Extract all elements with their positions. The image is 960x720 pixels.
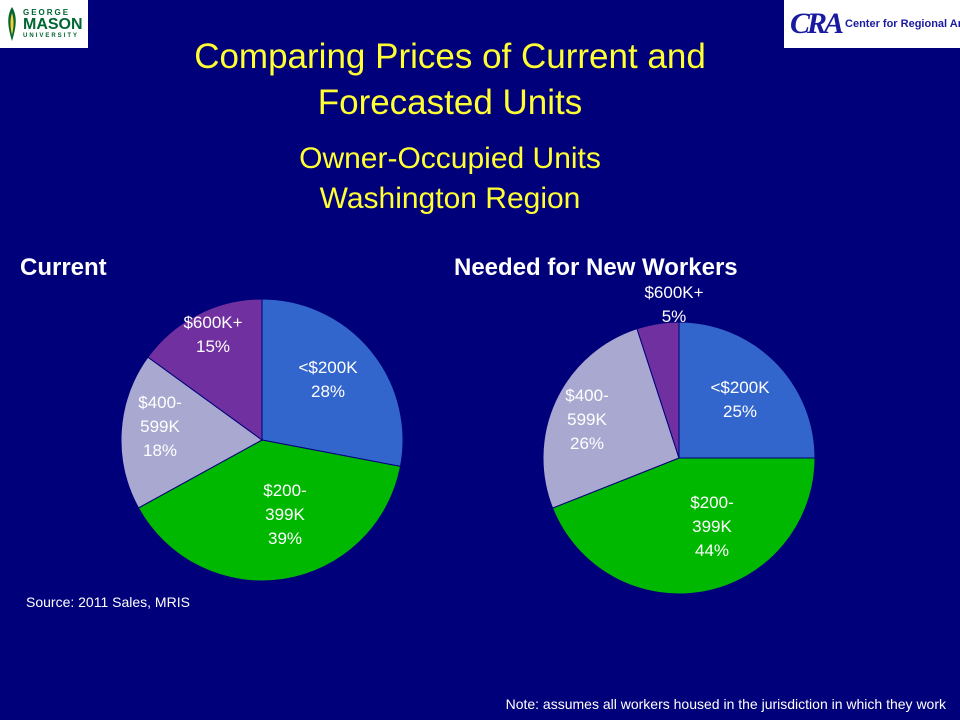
page-title-line2: Forecasted Units bbox=[317, 83, 583, 122]
pie-slice-needed-1 bbox=[551, 457, 816, 595]
pie-slice-label-current-0: <$200K 28% bbox=[298, 358, 358, 401]
gmu-emblem-icon bbox=[8, 7, 16, 41]
gmu-university-text: UNIVERSITY bbox=[23, 33, 80, 39]
pie-slice-label-current-2: $400-599K 18% bbox=[138, 393, 181, 460]
pie-slice-needed-0 bbox=[678, 321, 816, 459]
pie-slice-label-needed-0: <$200K 25% bbox=[710, 378, 770, 421]
pie-title-needed: Needed for New Workers bbox=[454, 254, 738, 281]
gmu-george-text: GEORGE bbox=[23, 8, 71, 17]
pie-slice-current-0 bbox=[261, 298, 404, 468]
pie-slice-label-current-3: $600K+ 15% bbox=[183, 313, 242, 356]
pie-slice-label-needed-1: $200-399K 44% bbox=[690, 493, 733, 560]
gmu-logo: GEORGE MASON UNIVERSITY bbox=[0, 0, 88, 48]
pie-slice-needed-2 bbox=[542, 328, 680, 509]
gmu-mason-text: MASON bbox=[23, 16, 83, 33]
pie-slice-label-needed-2: $400-599K 26% bbox=[565, 386, 608, 453]
cra-mark-text: CRA bbox=[790, 7, 844, 40]
pie-slice-label-current-1: $200-399K 39% bbox=[263, 481, 306, 548]
footnote: Note: assumes all workers housed in the … bbox=[505, 696, 946, 712]
page-subtitle-line2: Washington Region bbox=[319, 182, 581, 215]
page-title-line1: Comparing Prices of Current and bbox=[194, 37, 706, 76]
page-subtitle-line1: Owner-Occupied Units bbox=[299, 142, 601, 175]
pie-slice-needed-3 bbox=[636, 321, 680, 459]
pie-slice-current-2 bbox=[120, 356, 263, 509]
cra-logo: CRA Center for Regional Analysis bbox=[784, 0, 960, 48]
pie-title-current: Current bbox=[20, 254, 107, 281]
pie-slice-current-3 bbox=[147, 298, 263, 441]
pie-slice-label-needed-3: $600K+ 5% bbox=[644, 283, 703, 326]
pie-slice-current-1 bbox=[137, 439, 402, 582]
source-note: Source: 2011 Sales, MRIS bbox=[26, 594, 190, 610]
cra-name-text: Center for Regional Analysis bbox=[845, 18, 960, 30]
